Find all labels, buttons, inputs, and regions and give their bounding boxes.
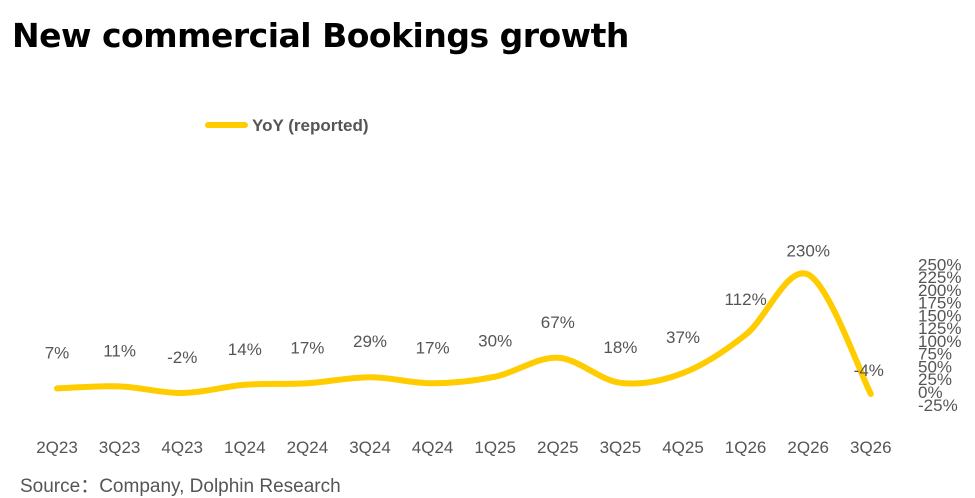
x-tick-label: 2Q23 (36, 438, 78, 457)
y-tick-label: -25% (918, 396, 958, 415)
data-label: 14% (228, 340, 262, 359)
y-tick-label: 125% (918, 319, 961, 338)
x-tick-label: 4Q25 (662, 438, 704, 457)
x-tick-label: 2Q25 (537, 438, 579, 457)
y-tick-label: 250% (918, 255, 961, 274)
x-tick-label: 1Q25 (474, 438, 516, 457)
y-tick-label: 50% (918, 357, 952, 376)
y-axis: -25%0%25%50%75%100%125%150%175%200%225%2… (918, 255, 961, 414)
data-label: 112% (724, 290, 766, 309)
chart-title: New commercial Bookings growth (12, 16, 629, 55)
data-label: -2% (167, 348, 197, 367)
x-tick-label: 3Q24 (349, 438, 391, 457)
y-tick-label: 225% (918, 268, 961, 287)
data-label: 30% (478, 332, 512, 351)
x-tick-label: 4Q24 (412, 438, 454, 457)
x-tick-label: 3Q25 (600, 438, 642, 457)
legend-label: YoY (reported) (252, 116, 369, 135)
x-tick-label: 1Q26 (725, 438, 767, 457)
x-tick-label: 3Q26 (850, 438, 892, 457)
y-tick-label: 200% (918, 281, 961, 300)
y-tick-label: 75% (918, 345, 952, 364)
data-label: -4% (854, 361, 884, 380)
x-tick-label: 2Q24 (287, 438, 329, 457)
series-line (54, 270, 874, 397)
data-label: 17% (416, 338, 450, 357)
x-axis: 2Q23 3Q23 4Q23 1Q24 2Q24 3Q24 4Q24 1Q25 2Q25 3Q25… (36, 438, 891, 457)
data-label: 37% (666, 328, 700, 347)
y-tick-label: 25% (918, 370, 952, 389)
source-note: Source：Company, Dolphin Research (20, 476, 341, 497)
data-label: 18% (603, 338, 637, 357)
x-tick-label: 3Q23 (99, 438, 141, 457)
data-label: 11% (103, 341, 136, 360)
legend: YoY (reported) (205, 116, 369, 135)
x-tick-label: 1Q24 (224, 438, 266, 457)
y-tick-label: 150% (918, 306, 961, 325)
y-tick-label: 0% (918, 383, 943, 402)
y-tick-label: 175% (918, 294, 961, 313)
data-label: 17% (290, 338, 324, 357)
y-tick-label: 100% (918, 332, 961, 351)
x-tick-label: 4Q23 (161, 438, 203, 457)
x-tick-label: 2Q26 (787, 438, 829, 457)
data-labels: 7% 11% -2% 14% 17% 29% 17% 30% 67% 18% 37% 112% 230%… (45, 242, 884, 381)
data-label: 29% (353, 332, 387, 351)
data-label: 230% (786, 242, 829, 261)
data-label: 67% (541, 313, 575, 332)
data-label: 7% (45, 343, 70, 362)
